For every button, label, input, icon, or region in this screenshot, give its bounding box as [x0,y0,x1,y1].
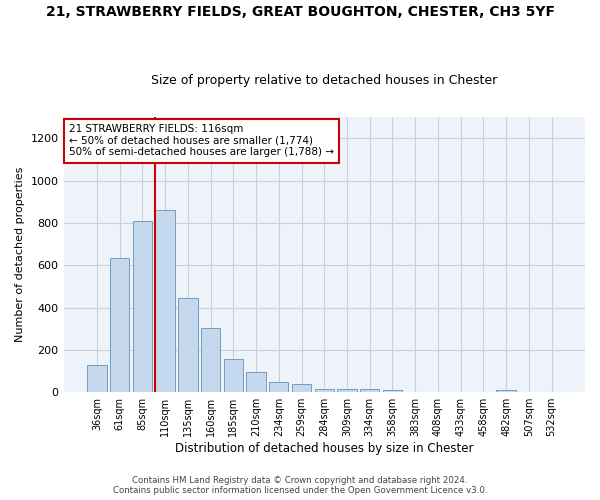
Bar [155,210,175,392]
Bar [224,359,243,392]
Text: 21 STRAWBERRY FIELDS: 116sqm
← 50% of detached houses are smaller (1,774)
50% of: 21 STRAWBERRY FIELDS: 116sqm ← 50% of de… [69,124,334,158]
Bar [110,258,130,392]
Y-axis label: Number of detached properties: Number of detached properties [15,167,25,342]
Bar [292,384,311,392]
Title: Size of property relative to detached houses in Chester: Size of property relative to detached ho… [151,74,497,87]
Text: 21, STRAWBERRY FIELDS, GREAT BOUGHTON, CHESTER, CH3 5YF: 21, STRAWBERRY FIELDS, GREAT BOUGHTON, C… [46,5,554,19]
Bar [314,389,334,392]
Bar [247,372,266,392]
Bar [87,364,107,392]
Bar [383,390,402,392]
Bar [496,390,516,392]
Bar [178,298,197,392]
Bar [201,328,220,392]
Bar [269,382,289,392]
Text: Contains HM Land Registry data © Crown copyright and database right 2024.
Contai: Contains HM Land Registry data © Crown c… [113,476,487,495]
Bar [360,388,379,392]
Bar [133,221,152,392]
Bar [337,388,356,392]
X-axis label: Distribution of detached houses by size in Chester: Distribution of detached houses by size … [175,442,473,455]
